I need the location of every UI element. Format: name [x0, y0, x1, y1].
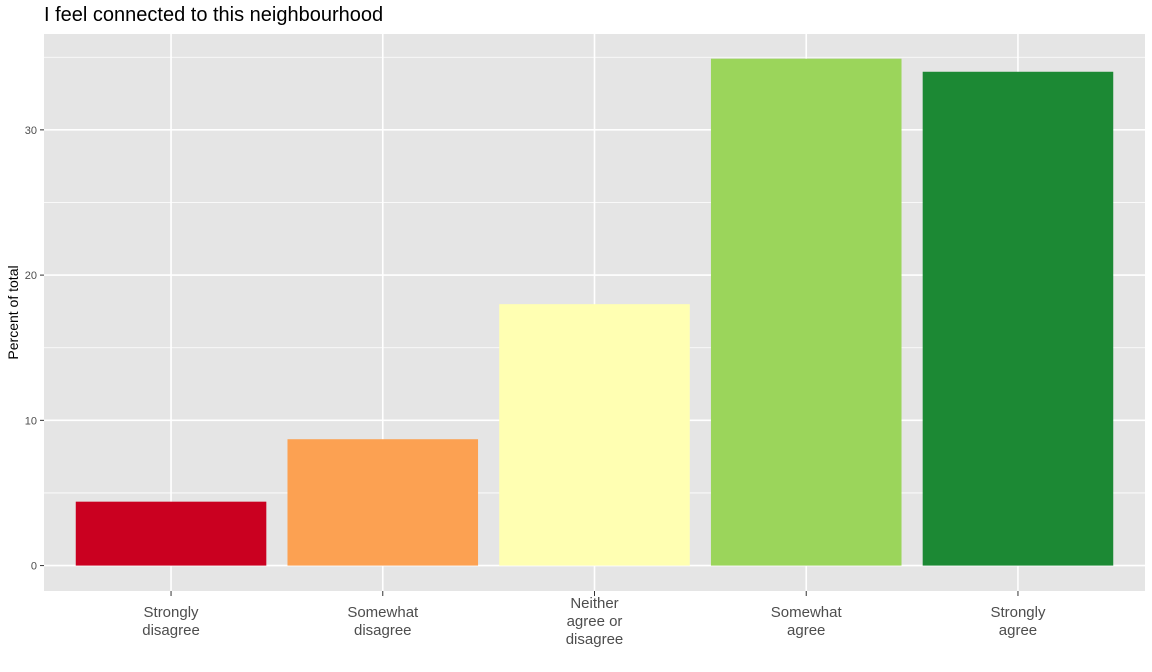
bar-2 [287, 439, 479, 566]
x-tick-label: Somewhat agree [771, 604, 843, 639]
x-tick-label: Strongly agree [990, 604, 1046, 639]
bar-3 [499, 304, 690, 566]
y-tick-label: 10 [25, 415, 37, 427]
y-tick-label: 30 [25, 125, 37, 137]
x-tick-label: Neither agree or disagree [566, 595, 624, 648]
x-tick-label-line: disagree [566, 631, 624, 648]
x-tick-label-line: Neither [570, 595, 618, 612]
x-tick-label: Strongly disagree [142, 604, 200, 639]
x-tick-label-line: agree [787, 622, 825, 639]
y-axis-title: Percent of total [5, 265, 21, 359]
x-tick-label-line: disagree [142, 622, 200, 639]
x-tick-label-line: Somewhat [771, 604, 843, 621]
x-tick-label-line: agree or [567, 613, 623, 630]
chart-title: I feel connected to this neighbourhood [44, 4, 384, 26]
x-tick-label-line: agree [999, 622, 1037, 639]
bar-4 [710, 58, 902, 566]
x-tick-label: Somewhat disagree [347, 604, 419, 639]
x-tick-label-line: Strongly [144, 604, 200, 621]
bar-1 [75, 501, 267, 566]
y-axis-ticks: 0 10 20 30 [25, 125, 44, 573]
y-tick-label: 0 [31, 561, 37, 573]
x-tick-label-line: Strongly [990, 604, 1046, 621]
x-tick-label-line: Somewhat [347, 604, 419, 621]
x-tick-label-line: disagree [354, 622, 412, 639]
bar-5 [922, 71, 1114, 566]
bars [75, 58, 1114, 566]
y-tick-label: 20 [25, 270, 37, 282]
